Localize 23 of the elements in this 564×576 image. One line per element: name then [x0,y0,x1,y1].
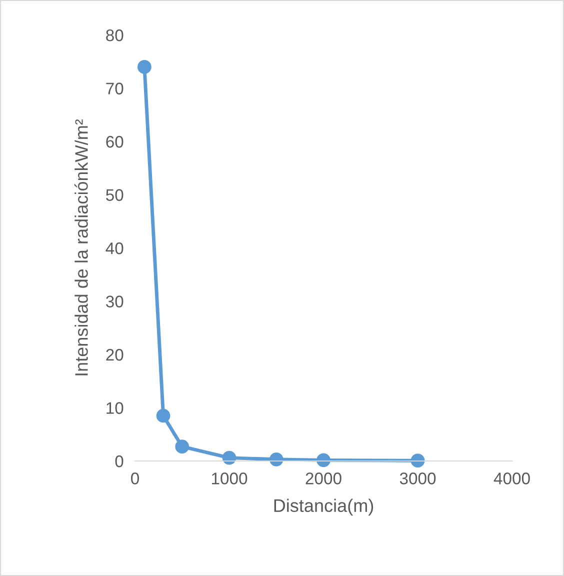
point [222,450,236,465]
point [175,440,190,454]
x-tick-label: 2000 [306,472,342,484]
x-axis-title: Distancia(m) [274,498,374,516]
y-tick-label: 60 [106,136,124,148]
y-tick-label: 0 [115,455,124,468]
x-tick-label: 4000 [494,472,530,484]
y-tick-label: 70 [106,82,124,94]
y-tick-label: 80 [106,29,124,42]
y-axis-title: Intensidad de la radiaciónkW/m² [74,119,88,376]
point [269,452,284,466]
point [137,60,152,74]
y-tick-label: 10 [106,402,124,414]
point [410,454,425,468]
x-tick-label: 3000 [400,472,436,484]
point [156,408,170,423]
y-tick-label: 40 [106,242,124,254]
x-tick-label: 0 [131,472,139,484]
point [316,453,330,468]
x-tick-label: 1000 [212,472,248,484]
y-tick-label: 20 [106,348,124,361]
y-tick-label: 30 [106,296,124,308]
y-tick-label: 50 [106,189,124,201]
